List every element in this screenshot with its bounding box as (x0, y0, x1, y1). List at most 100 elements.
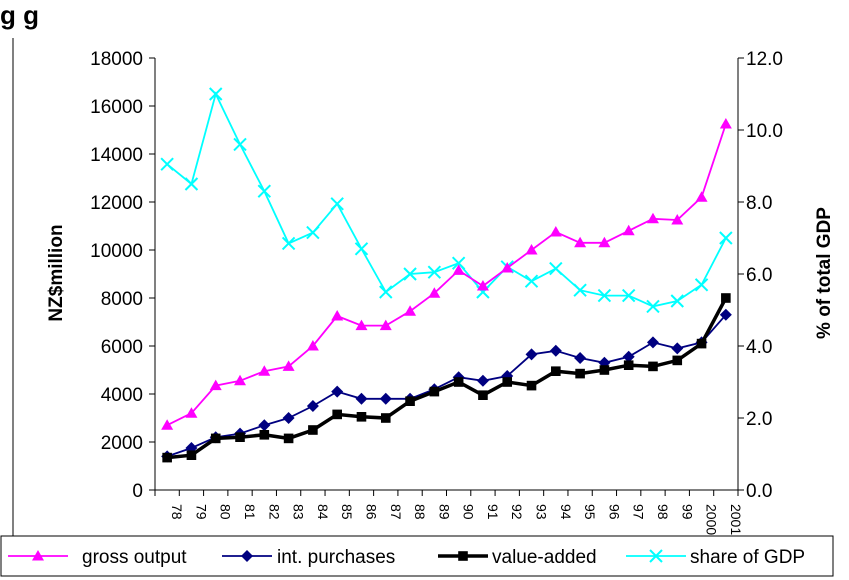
y-tick-label-right: 6.0 (746, 265, 772, 286)
data-point (235, 432, 245, 442)
data-point-stroke (524, 274, 539, 288)
data-point (331, 310, 344, 321)
x-tick-label: 78 (169, 504, 185, 520)
data-point (308, 425, 318, 435)
data-point (282, 412, 295, 424)
data-point (403, 267, 417, 281)
y-tick-label-left: 0 (132, 481, 143, 502)
data-point-stroke (160, 157, 174, 171)
data-point (354, 242, 369, 256)
data-point (453, 377, 464, 387)
data-point (451, 256, 466, 270)
x-axis-ticks: 78 79 80 81 82 83 84 85 86 87 88 89 90 91 92 93 94 95 96 97… (154, 490, 744, 535)
data-point (331, 385, 344, 398)
data-point (332, 409, 342, 420)
legend-label: int. purchases (277, 547, 395, 568)
data-point (476, 374, 489, 387)
data-point-stroke (649, 549, 663, 563)
data-point (597, 288, 612, 303)
heading-fragment: g g (0, 0, 39, 30)
data-point (573, 283, 587, 297)
data-point-stroke (209, 87, 223, 101)
x-tick-label: 94 (558, 504, 574, 520)
data-point-stroke (694, 278, 709, 292)
data-point (502, 377, 513, 387)
data-point (501, 262, 514, 273)
x-tick-label: 81 (242, 504, 258, 520)
data-point (646, 212, 659, 224)
data-point (719, 118, 732, 129)
data-point (209, 379, 222, 391)
x-tick-label: 86 (363, 504, 379, 520)
legend: gross output int. purchases value-added sha… (0, 535, 834, 577)
data-point (623, 360, 634, 370)
data-point (379, 319, 392, 331)
data-point (458, 551, 468, 561)
legend-box (0, 535, 834, 577)
x-tick-label: 89 (436, 504, 452, 520)
data-point (649, 549, 663, 563)
y-tick-label-right: 12.0 (746, 49, 783, 70)
data-point-stroke (257, 184, 272, 198)
data-point (428, 287, 441, 298)
data-point-stroke (451, 256, 466, 270)
data-point (306, 340, 319, 351)
data-point (429, 386, 440, 397)
data-point (646, 336, 659, 349)
y-tick-label-right: 0.0 (746, 481, 772, 502)
data-point (379, 285, 393, 299)
series-group (160, 87, 733, 463)
data-point (185, 407, 198, 418)
y-axis-title-left: NZ$million (46, 224, 67, 321)
x-tick-label: 96 (606, 504, 622, 520)
data-point (380, 413, 391, 423)
data-point (186, 450, 197, 460)
data-point-stroke (403, 267, 417, 281)
data-point (672, 355, 683, 366)
x-tick-label: 83 (291, 504, 307, 520)
data-point-stroke (719, 231, 733, 245)
data-point (696, 338, 707, 349)
data-point (306, 400, 319, 412)
plot-area (154, 58, 739, 491)
series-line (166, 91, 727, 308)
x-tick-label: 90 (461, 504, 477, 520)
series (161, 118, 732, 430)
data-point (525, 348, 538, 361)
data-point-stroke (354, 242, 369, 256)
data-point (306, 225, 320, 240)
y-tick-label-right: 2.0 (746, 409, 772, 430)
data-point (355, 392, 368, 405)
data-point (622, 224, 635, 236)
data-point (259, 430, 270, 440)
data-point (648, 361, 658, 372)
data-point (719, 308, 732, 321)
legend-label: value-added (492, 547, 597, 568)
series (162, 293, 731, 463)
data-point (356, 412, 367, 422)
x-tick-label: 98 (655, 504, 671, 520)
y-tick-label-left: 10000 (90, 241, 143, 262)
x-tick-label: 79 (193, 504, 209, 520)
x-tick-label: 97 (631, 504, 647, 520)
data-point (234, 374, 247, 386)
data-point (574, 352, 587, 364)
x-tick-label: 82 (266, 504, 282, 520)
y-tick-label-left: 6000 (101, 337, 143, 358)
data-point-stroke (379, 285, 393, 299)
data-point-stroke (597, 288, 612, 303)
x-tick-label: 87 (388, 504, 404, 520)
data-point (282, 360, 295, 371)
x-tick-label: 93 (534, 504, 550, 520)
data-point (209, 87, 223, 101)
y-tick-label-left: 18000 (90, 49, 143, 70)
y-tick-label-left: 8000 (101, 289, 143, 310)
data-point (622, 350, 635, 363)
y-tick-label-right: 4.0 (746, 337, 772, 358)
data-point (525, 244, 538, 255)
y-tick-label-left: 2000 (101, 433, 143, 454)
data-point-stroke (306, 225, 320, 240)
data-point (551, 366, 561, 376)
x-tick-label: 99 (679, 504, 695, 520)
